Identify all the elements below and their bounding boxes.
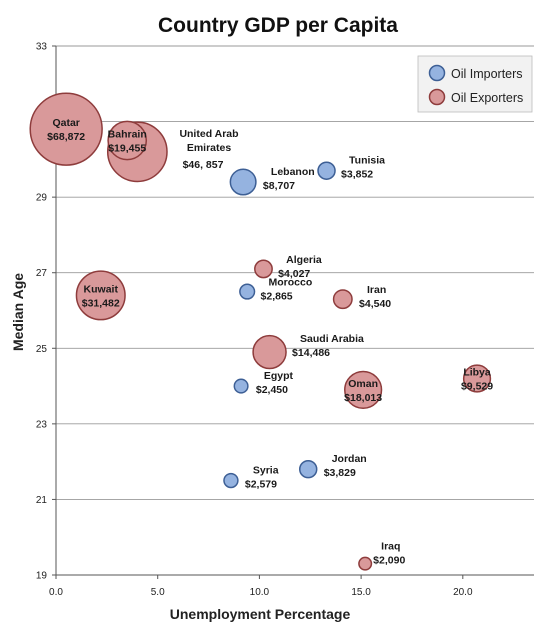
legend-label-oil-exporters: Oil Exporters [451,91,523,105]
svg-text:United Arab: United Arab [179,128,238,140]
svg-text:$8,707: $8,707 [263,180,295,192]
bubble-qatar [29,92,103,166]
label-algeria: Algeria $4,027 [278,254,322,280]
svg-text:Saudi Arabia: Saudi Arabia [300,333,364,345]
label-egypt: Egypt $2,450 [256,370,294,396]
y-tick-label: 27 [36,268,48,279]
svg-text:Bahrain: Bahrain [108,128,147,140]
x-tick-label: 5.0 [151,587,165,598]
svg-text:Qatar: Qatar [52,117,79,129]
label-syria: Syria $2,579 [245,465,279,491]
y-tick-label: 21 [36,495,48,506]
x-tick-labels: 0.0 5.0 10.0 15.0 20.0 [49,587,473,598]
svg-text:$2,450: $2,450 [256,384,288,396]
svg-text:$19,455: $19,455 [108,142,146,154]
bubble-labels: Qatar $68,872 United Arab Emirates $46, 857 K… [47,117,493,567]
label-iran: Iran $4,540 [359,284,391,310]
bubble-saudi-arabia [252,334,287,370]
svg-text:Iran: Iran [367,284,386,296]
svg-text:Morocco: Morocco [269,277,313,289]
svg-text:$2,090: $2,090 [373,555,405,567]
x-axis-label: Unemployment Percentage [170,606,351,622]
bubble-egypt [233,378,249,394]
legend-swatch-oil-exporters [428,88,446,106]
label-kuwait: Kuwait $31,482 [82,283,120,309]
bubble-tunisia [317,161,336,180]
svg-text:$14,486: $14,486 [292,347,330,359]
label-libya: Libya $9,529 [461,367,493,393]
bubble-kuwait [75,270,126,321]
bubble-iran [332,289,353,310]
legend-swatch-oil-importers [428,64,446,82]
bubble-libya [462,364,492,393]
label-qatar: Qatar $68,872 [47,117,85,143]
svg-text:Libya: Libya [463,367,491,379]
bubble-iraq [358,556,373,571]
svg-text:$18,013: $18,013 [344,392,382,404]
svg-text:Tunisia: Tunisia [349,155,385,167]
bubble-oman [344,370,383,409]
svg-text:Kuwait: Kuwait [84,283,119,295]
legend-label-oil-importers: Oil Importers [451,67,523,81]
bubble-syria [223,472,239,489]
x-tick-label: 0.0 [49,587,63,598]
svg-text:$2,579: $2,579 [245,479,277,491]
label-iraq: Iraq $2,090 [373,541,405,567]
label-bahrain: Bahrain $19,455 [108,128,147,154]
label-united-arab-emirates: United Arab Emirates $46, 857 [179,128,238,171]
x-tick-label: 20.0 [453,587,473,598]
svg-text:Iraq: Iraq [381,541,400,553]
x-tick-label: 15.0 [351,587,371,598]
svg-text:Oman: Oman [348,378,378,390]
label-saudi-arabia: Saudi Arabia $14,486 [292,333,364,359]
y-tick-label: 23 [36,419,48,430]
svg-text:Algeria: Algeria [286,254,322,266]
bubble-jordan [298,459,318,479]
legend: Oil Importers Oil Exporters [417,55,533,113]
bubble-bahrain [107,120,148,161]
label-tunisia: Tunisia $3,852 [341,155,385,181]
svg-text:Lebanon: Lebanon [271,166,315,178]
svg-text:Emirates: Emirates [187,142,232,154]
y-axis-label: Median Age [10,273,26,351]
svg-text:Jordan: Jordan [332,453,367,465]
bubbles [29,92,492,571]
y-tick-label: 25 [36,344,48,355]
svg-text:Egypt: Egypt [264,370,294,382]
y-tick-label: 33 [36,42,48,53]
svg-text:$31,482: $31,482 [82,297,120,309]
svg-text:$2,865: $2,865 [261,291,293,303]
y-tick-label: 29 [36,193,48,204]
svg-text:$46, 857: $46, 857 [183,159,224,171]
svg-text:$9,529: $9,529 [461,381,493,393]
chart-title: Country GDP per Capita [158,14,398,37]
svg-text:$4,027: $4,027 [278,268,310,280]
label-lebanon: Lebanon $8,707 [263,166,315,192]
bubble-lebanon [229,168,257,196]
label-morocco: Morocco $2,865 [261,277,313,303]
x-tick-label: 10.0 [250,587,270,598]
svg-text:$3,829: $3,829 [324,467,356,479]
svg-text:$68,872: $68,872 [47,131,85,143]
label-oman: Oman $18,013 [344,378,382,404]
svg-text:Syria: Syria [253,465,279,477]
y-tick-label: 19 [36,571,48,582]
svg-text:$3,852: $3,852 [341,169,373,181]
bubble-morocco [239,283,256,300]
svg-text:$4,540: $4,540 [359,298,391,310]
bubble-algeria [254,259,273,279]
label-jordan: Jordan $3,829 [324,453,367,479]
